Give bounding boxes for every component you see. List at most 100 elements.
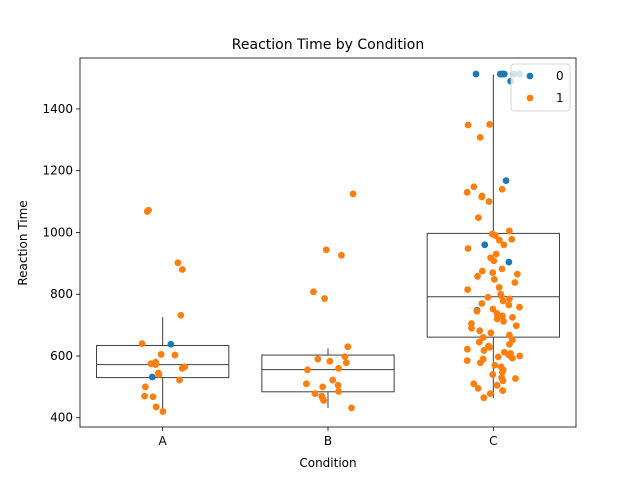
point-series-1-c [495,284,503,291]
box-a-iqr [96,344,230,379]
point-series-1-c [500,317,507,325]
axes: 400 600 800 1000 1200 1400 A B C [42,57,577,448]
point-series-1-a [177,311,185,319]
point-series-1-c [474,385,482,392]
point-series-1-c [491,232,499,239]
y-tick-label-1400: 1400 [42,102,73,116]
point-series-1-c [478,193,486,201]
point-series-1-c [490,257,498,265]
point-series-1-c [480,347,488,354]
point-series-1-c [473,307,481,315]
point-series-1-c [513,270,521,278]
point-series-1-c [493,309,501,317]
point-series-1-a [138,340,146,348]
point-series-1-c [508,235,516,243]
point-series-0-c [472,70,480,78]
point-series-1-c [476,327,484,335]
point-series-1-c [498,185,506,193]
point-series-1-c [476,133,484,141]
point-series-1-a [141,392,148,400]
point-series-0-a [167,340,175,348]
point-series-1-a [149,393,157,401]
point-series-1-c [516,352,524,360]
point-series-1-c [476,359,484,367]
point-series-1-c [486,343,494,351]
point-series-1-b [335,388,342,395]
point-series-1-c [499,368,506,376]
strip-points [138,70,524,415]
point-series-1-c [484,293,492,301]
point-series-1-c [478,300,486,307]
point-series-0-c [500,70,508,78]
point-series-1-c [499,312,506,320]
point-series-1-b [319,383,327,391]
point-series-1-c [480,394,488,402]
point-series-1-c [486,120,494,128]
point-series-1-c [463,188,471,196]
point-series-1-b [303,380,310,388]
point-series-1-c [506,331,513,339]
point-series-1-c [499,377,507,385]
point-series-1-c [463,357,471,365]
point-series-1-a [159,408,167,415]
point-series-1-b [348,404,355,412]
point-series-1-a [152,403,160,411]
point-series-0-c [502,177,510,184]
point-series-1-c [475,214,482,222]
y-tick-label-400: 400 [50,411,73,425]
point-series-1-c [464,286,472,293]
point-series-1-c [516,303,523,311]
point-series-1-a [176,376,183,384]
point-series-1-c [487,329,495,337]
legend-marker-1 [526,94,534,102]
point-series-1-c [490,276,498,283]
point-series-1-c [493,315,501,323]
point-series-0-c [505,258,513,266]
point-series-1-a [141,383,149,391]
point-series-1-c [478,267,486,275]
point-series-1-c [470,380,478,388]
point-series-1-a [155,371,163,378]
point-series-1-c [464,245,472,252]
point-series-1-c [494,353,502,361]
point-series-1-c [506,295,513,303]
point-series-1-b [304,366,311,374]
point-series-1-c [492,250,500,258]
point-series-1-b [310,288,317,296]
point-series-1-b [320,397,328,404]
y-tick-label-600: 600 [50,349,73,363]
point-series-1-b [349,190,357,198]
point-series-1-c [489,371,497,378]
x-tick-label-b: B [324,434,332,448]
y-tick-label-1000: 1000 [42,225,73,239]
point-series-1-c [512,375,519,382]
point-series-1-c [499,297,507,305]
point-series-1-a [171,351,179,359]
y-tick-label-800: 800 [50,287,73,301]
point-series-1-c [508,354,516,362]
point-series-1-c [491,361,499,369]
chart-title: Reaction Time by Condition [232,37,424,53]
point-series-1-a [174,259,182,267]
point-series-1-a [178,364,186,372]
point-series-1-c [495,236,503,244]
point-series-1-b [338,251,345,259]
point-series-1-c [474,272,481,280]
point-series-1-c [479,334,487,341]
box-c-iqr [426,232,560,338]
point-series-1-c [464,121,472,129]
point-series-1-c [470,183,478,191]
point-series-1-b [322,246,330,254]
y-axis-title: Reaction Time [16,200,30,285]
point-series-1-c [489,305,497,313]
point-series-1-b [311,390,319,398]
point-series-1-c [509,313,516,321]
point-series-0-c [481,241,489,249]
point-series-1-b [344,343,352,351]
point-series-1-c [489,269,497,277]
point-series-1-c [493,381,501,389]
legend-box [510,63,571,112]
legend-label-1: 1 [556,91,564,105]
point-series-1-c [505,227,513,235]
